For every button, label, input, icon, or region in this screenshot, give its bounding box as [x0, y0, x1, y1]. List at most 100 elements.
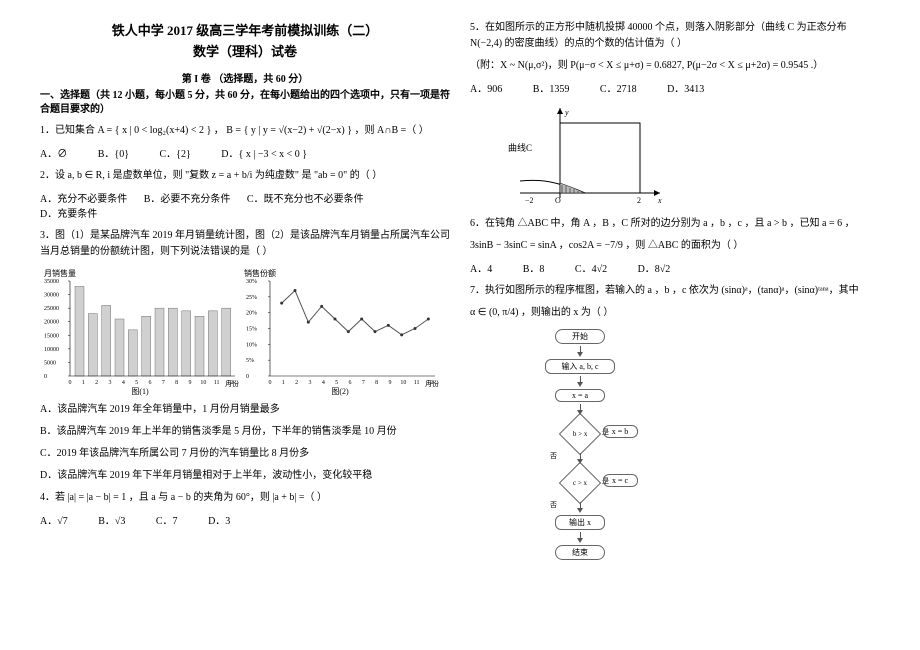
svg-text:2: 2	[637, 196, 641, 205]
svg-text:−2: −2	[525, 196, 534, 205]
svg-text:9: 9	[189, 380, 192, 386]
right-column: 5．在如图所示的正方形中随机投掷 40000 个点，则落入阴影部分（曲线 C 为…	[460, 20, 890, 630]
q4-c: C．7	[156, 512, 178, 527]
flow-assign3: x = c	[603, 474, 638, 487]
flow-cond2: c > x	[559, 462, 601, 504]
line-title: 销售份额	[244, 268, 276, 278]
q3: 3．图（1）是某品牌汽车 2019 年月销量统计图，图（2）是该品牌汽车月销量占…	[40, 228, 450, 260]
svg-text:25%: 25%	[246, 295, 257, 301]
svg-text:15%: 15%	[246, 327, 257, 333]
svg-text:4: 4	[322, 380, 325, 386]
svg-text:O: O	[555, 196, 561, 205]
svg-text:2: 2	[295, 380, 298, 386]
q6: 6．在钝角 △ABC 中，角 A ，B ，C 所对的边分别为 a ，b ，c ，…	[470, 216, 880, 232]
q6-c: C．4√2	[575, 260, 607, 275]
svg-text:20000: 20000	[44, 320, 59, 326]
q2-options: A．充分不必要条件 B．必要不充分条件 C．既不充分也不必要条件 D．充要条件	[40, 190, 450, 220]
svg-text:图(2): 图(2)	[331, 387, 349, 396]
svg-text:5: 5	[335, 380, 338, 386]
q6-b: B．8	[523, 260, 545, 275]
q7: 7．执行如图所示的程序框图，若输入的 a ，b ，c 依次为 (sinα)ᵃ，(…	[470, 283, 880, 299]
svg-text:y: y	[564, 108, 569, 117]
q2-b: B．必要不充分条件	[144, 190, 231, 205]
line-chart: 销售份额 05%10%15%20%25%30% 0123456789101112…	[240, 266, 440, 396]
svg-text:0: 0	[269, 380, 272, 386]
flow-output: 输出 x	[555, 515, 605, 530]
q5: 5．在如图所示的正方形中随机投掷 40000 个点，则落入阴影部分（曲线 C 为…	[470, 20, 880, 52]
q1-options: A．∅ B．{0} C．{2} D．{ x | −3 < x < 0 }	[40, 145, 450, 160]
svg-text:5000: 5000	[44, 360, 56, 366]
q1-a: A．∅	[40, 145, 67, 160]
svg-text:30%: 30%	[246, 279, 257, 285]
svg-text:5%: 5%	[246, 358, 254, 364]
q3-d: D．该品牌汽车 2019 年下半年月销量相对于上半年，波动性小，变化较平稳	[40, 468, 450, 484]
svg-text:8: 8	[175, 380, 178, 386]
svg-text:11: 11	[214, 380, 220, 386]
svg-text:0: 0	[44, 374, 47, 380]
normal-curve-figure: −2 O 2 x y 曲线C	[500, 103, 670, 213]
q4-a: A．√7	[40, 512, 68, 527]
svg-text:3: 3	[109, 380, 112, 386]
svg-text:35000: 35000	[44, 279, 59, 285]
q6-line2: 3sinB − 3sinC = sinA ，cos2A = −7/9 ，则 △A…	[470, 238, 880, 254]
q5-d: D．3413	[667, 80, 704, 95]
svg-text:10: 10	[400, 380, 406, 386]
flow-end: 结束	[555, 545, 605, 560]
svg-text:6: 6	[349, 380, 352, 386]
flow-assign1: x = a	[555, 389, 605, 402]
svg-text:4: 4	[122, 380, 125, 386]
svg-text:曲线C: 曲线C	[508, 142, 532, 153]
flowchart: 开始 输入 a, b, c x = a b > x 是 x = b 否 c > …	[510, 329, 650, 560]
q4-options: A．√7 B．√3 C．7 D．3	[40, 512, 450, 527]
q1-d: D．{ x | −3 < x < 0 }	[221, 145, 307, 160]
doc-subtitle: 数学（理科）试卷	[40, 41, 450, 60]
q6-d: D．8√2	[638, 260, 671, 275]
svg-text:3: 3	[309, 380, 312, 386]
q1: 1．已知集合 A = { x | 0 < log₂(x+4) < 2 } ， B…	[40, 123, 450, 139]
instruction-text: 一、选择题（共 12 小题，每小题 5 分，共 60 分，在每小题给出的四个选项…	[40, 89, 450, 117]
svg-text:7: 7	[162, 380, 165, 386]
svg-text:25000: 25000	[44, 306, 59, 312]
svg-text:8: 8	[375, 380, 378, 386]
q4: 4．若 |a| = |a − b| = 1 ，且 a 与 a − b 的夹角为 …	[40, 490, 450, 506]
q4-d: D．3	[208, 512, 230, 527]
svg-text:10%: 10%	[246, 342, 257, 348]
q6-options: A．4 B．8 C．4√2 D．8√2	[470, 260, 880, 275]
bar-chart: 月销售量 05000100001500020000250003000035000…	[40, 266, 240, 396]
doc-title: 铁人中学 2017 级高三学年考前模拟训练（二）	[40, 20, 450, 39]
q2-c: C．既不充分也不必要条件	[247, 190, 364, 205]
svg-text:1: 1	[82, 380, 85, 386]
flow-input: 输入 a, b, c	[545, 359, 615, 374]
svg-text:2: 2	[95, 380, 98, 386]
svg-text:0: 0	[69, 380, 72, 386]
q5-b: B．1359	[533, 80, 570, 95]
svg-text:月份: 月份	[225, 379, 239, 388]
q6-a: A．4	[470, 260, 492, 275]
svg-text:6: 6	[149, 380, 152, 386]
bar-title: 月销售量	[44, 268, 76, 278]
svg-text:1: 1	[282, 380, 285, 386]
q1-b: B．{0}	[98, 145, 129, 160]
svg-text:11: 11	[414, 380, 420, 386]
flow-assign2: x = b	[603, 425, 638, 438]
q7-line2: α ∈ (0, π/4) ，则输出的 x 为（ ）	[470, 305, 880, 321]
svg-text:10000: 10000	[44, 347, 59, 353]
q2-d: D．充要条件	[40, 205, 97, 220]
svg-text:x: x	[657, 196, 662, 205]
svg-text:9: 9	[389, 380, 392, 386]
q5-a: A．906	[470, 80, 502, 95]
flow-start: 开始	[555, 329, 605, 344]
svg-text:30000: 30000	[44, 293, 59, 299]
charts-row: 月销售量 05000100001500020000250003000035000…	[40, 266, 450, 396]
section-header: 第 I 卷 （选择题，共 60 分）	[40, 70, 450, 85]
svg-text:月份: 月份	[425, 379, 439, 388]
q3-b: B．该品牌汽车 2019 年上半年的销售淡季是 5 月份，下半年的销售淡季是 1…	[40, 424, 450, 440]
svg-text:5: 5	[135, 380, 138, 386]
flow-cond1: b > x	[559, 413, 601, 455]
q2: 2．设 a, b ∈ R, i 是虚数单位，则 "复数 z = a + b/i …	[40, 168, 450, 184]
svg-text:图(1): 图(1)	[131, 387, 149, 396]
q5-options: A．906 B．1359 C．2718 D．3413	[470, 80, 880, 95]
q5-note: （附：X ~ N(μ,σ²)，则 P(μ−σ < X ≤ μ+σ) = 0.68…	[470, 58, 880, 74]
q5-c: C．2718	[600, 80, 637, 95]
svg-text:7: 7	[362, 380, 365, 386]
